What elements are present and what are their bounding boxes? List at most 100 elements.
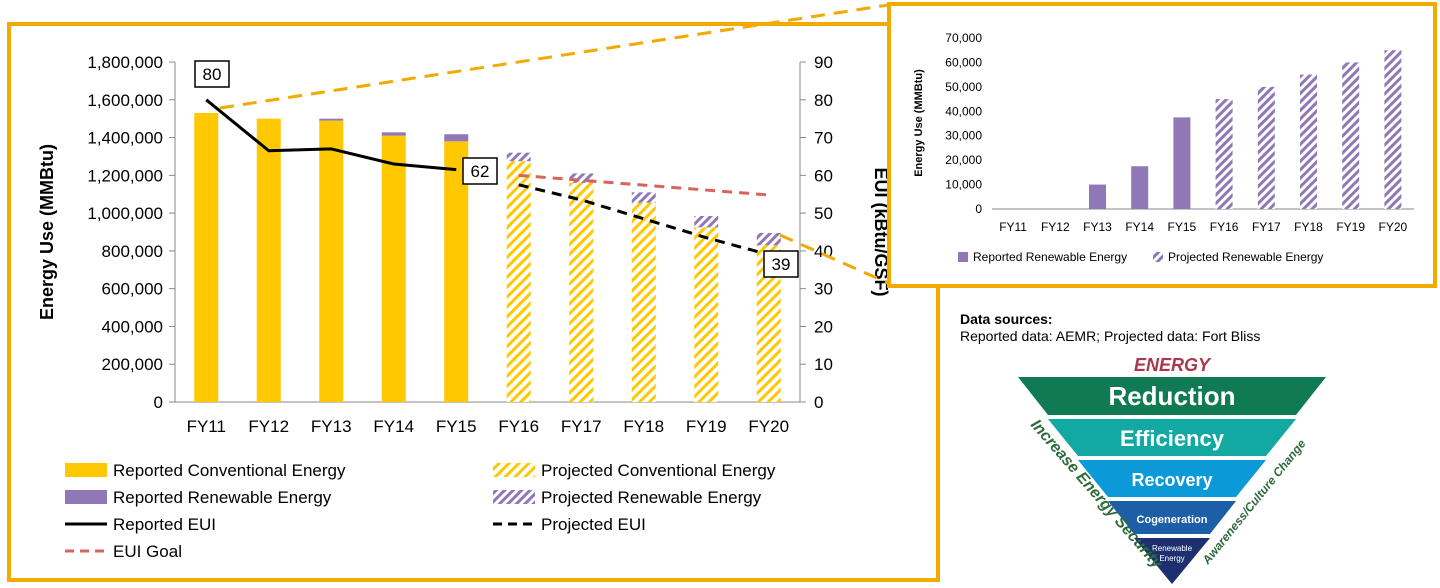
x-tick-label: FY13: [311, 417, 352, 436]
inset-y-tick-label: 60,000: [945, 55, 982, 69]
left-tick-label: 1,000,000: [87, 204, 163, 223]
inset-y-tick-label: 10,000: [945, 178, 982, 192]
pyramid-top-label: ENERGY: [1134, 355, 1212, 375]
eui-callout-box: [763, 250, 799, 278]
inset-legend-swatch: [958, 252, 968, 262]
left-tick-label: 1,600,000: [87, 91, 163, 110]
inset-legend-label: Projected Renewable Energy: [1168, 250, 1323, 264]
left-tick-label: 600,000: [102, 280, 163, 299]
right-tick-label: 50: [814, 204, 833, 223]
legend-label: Projected Renewable Energy: [541, 488, 762, 507]
left-tick-label: 1,800,000: [87, 53, 163, 72]
right-tick-label: 20: [814, 317, 833, 336]
eui-callout-box: [462, 157, 498, 185]
pyramid-level-renewable: [1134, 538, 1210, 584]
bar-segment-projected-renewable-energy: [694, 215, 719, 228]
inset-x-tick-label: FY15: [1168, 220, 1197, 234]
bar-segment-reported-conventional-energy: [381, 135, 406, 402]
right-tick-label: 60: [814, 166, 833, 185]
inset-chart: 0 10,000 20,000 30,000 40,000 50,000 60,000 70,…: [913, 31, 1414, 264]
x-tick-label: FY18: [623, 417, 664, 436]
inset-bar-projected-renewable-energy: [1257, 86, 1275, 209]
bar-segment-reported-renewable-energy: [319, 118, 344, 121]
y-axis-title-left: Energy Use (MMBtu): [37, 144, 57, 320]
pyramid-renewable-label-2: Energy: [1159, 554, 1184, 563]
legend-label: EUI Goal: [113, 542, 182, 561]
legend-label: Projected EUI: [541, 515, 646, 534]
inset-y-tick-label: 0: [975, 202, 982, 216]
inset-connector-top: [219, 3, 889, 110]
pyramid-recovery-label: Recovery: [1131, 470, 1212, 490]
left-tick-label: 1,400,000: [87, 129, 163, 148]
pyramid-level-cogeneration: [1108, 501, 1236, 534]
bar-segment-reported-conventional-energy: [194, 113, 219, 402]
legend-label: Reported EUI: [113, 515, 216, 534]
x-tick-label: FY11: [187, 417, 226, 436]
right-tick-label: 90: [814, 53, 833, 72]
pyramid-level-reduction: [1018, 377, 1326, 415]
legend-label: Projected Conventional Energy: [541, 461, 776, 480]
bar-segment-reported-conventional-energy: [319, 120, 344, 403]
line-projected-eui: [518, 183, 770, 257]
bar-segment-reported-renewable-energy: [444, 134, 469, 142]
eui-callout-label: 39: [772, 255, 791, 274]
line-reported-eui: [205, 98, 457, 172]
main-chart: 0 200,000 400,000 600,000 800,000 1,000,000 1,…: [37, 53, 891, 561]
x-tick-label: FY14: [373, 417, 414, 436]
bar-segment-projected-conventional-energy: [694, 227, 719, 402]
inset-x-tick-label: FY14: [1125, 220, 1154, 234]
inset-legend-label: Reported Renewable Energy: [973, 250, 1127, 264]
bar-segment-reported-conventional-energy: [256, 118, 281, 403]
y-axis-title-right: EUI (kBtu/GSF): [871, 168, 891, 297]
inset-x-tick-label: FY19: [1336, 220, 1365, 234]
data-sources-heading: Data sources:: [960, 311, 1053, 327]
inset-x-tick-label: FY12: [1041, 220, 1070, 234]
left-tick-label: 200,000: [102, 355, 163, 374]
bar-segment-projected-renewable-energy: [756, 232, 781, 246]
right-tick-label: 10: [814, 355, 833, 374]
data-sources-text: Reported data: AEMR; Projected data: For…: [960, 328, 1261, 344]
legend-label: Reported Conventional Energy: [113, 461, 346, 480]
inset-x-tick-label: FY11: [999, 220, 1027, 234]
pyramid-reduction-label: Reduction: [1108, 381, 1235, 411]
inset-x-tick-label: FY17: [1252, 220, 1281, 234]
pyramid-renewable-label-1: Renewable: [1152, 544, 1193, 553]
inset-x-tick-label: FY16: [1210, 220, 1239, 234]
legend-swatch: [493, 463, 535, 477]
inset-bar-projected-renewable-energy: [1342, 62, 1360, 209]
pyramid-cogeneration-label: Cogeneration: [1137, 514, 1208, 526]
inset-connector-bottom: [779, 233, 889, 285]
inset-bar-reported-renewable-energy: [1131, 166, 1149, 209]
line-eui-goal: [518, 173, 769, 197]
legend-swatch: [65, 490, 107, 504]
right-tick-label: 70: [814, 129, 833, 148]
x-tick-label: FY20: [748, 417, 789, 436]
bar-segment-projected-conventional-energy: [569, 182, 594, 402]
inset-x-tick-label: FY13: [1083, 220, 1112, 234]
bar-segment-projected-renewable-energy: [631, 192, 656, 203]
bar-segment-reported-conventional-energy: [444, 141, 469, 403]
main-chart-frame: [7, 22, 940, 582]
x-tick-label: FY19: [686, 417, 727, 436]
legend-swatch: [493, 490, 535, 504]
x-tick-label: FY12: [248, 417, 289, 436]
legend-label: Reported Renewable Energy: [113, 488, 332, 507]
inset-bar-projected-renewable-energy: [1300, 74, 1317, 210]
x-tick-label: FY16: [498, 417, 539, 436]
inset-y-tick-label: 40,000: [945, 104, 982, 118]
pyramid-efficiency-label: Efficiency: [1120, 426, 1225, 451]
inset-bar-projected-renewable-energy: [1215, 99, 1233, 209]
bar-segment-projected-renewable-energy: [506, 152, 531, 162]
pyramid-level-recovery: [1078, 460, 1266, 497]
left-tick-label: 0: [154, 393, 163, 412]
right-tick-label: 80: [814, 91, 833, 110]
right-tick-label: 0: [814, 393, 823, 412]
inset-y-tick-label: 70,000: [945, 31, 982, 45]
bar-segment-reported-renewable-energy: [381, 132, 406, 136]
inset-bar-projected-renewable-energy: [1384, 50, 1402, 209]
data-sources: Data sources: Reported data: AEMR; Proje…: [960, 311, 1260, 345]
inset-y-axis-title: Energy Use (MMBtu): [913, 69, 925, 177]
right-tick-label: 30: [814, 280, 833, 299]
inset-x-tick-label: FY20: [1379, 220, 1408, 234]
